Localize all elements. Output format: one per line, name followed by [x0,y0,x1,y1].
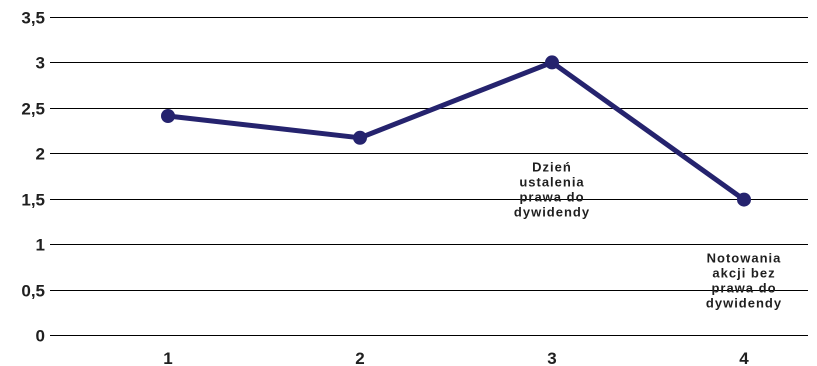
annotation-line: Dzień [532,160,572,175]
y-tick-label: 0 [36,327,45,346]
x-axis-tick-labels: 1 2 3 4 [163,349,749,366]
y-tick-label: 2,5 [21,100,45,119]
data-point [737,192,751,207]
annotation-line: Notowania [707,250,782,265]
y-tick-label: 3 [36,54,45,73]
data-point [545,55,559,70]
y-tick-label: 0,5 [21,282,45,301]
annotation-line: akcji bez [712,265,775,280]
y-tick-label: 1,5 [21,191,45,210]
annotation-line: ustalenia [519,175,584,190]
x-tick-label: 1 [163,349,172,366]
grid-lines [50,17,808,336]
y-axis-tick-labels: 0 0,5 1 1,5 2 2,5 3 3,5 [21,9,45,346]
x-tick-label: 3 [547,349,556,366]
annotation-line: dywidendy [706,295,782,310]
annotation-line: dywidendy [514,205,590,220]
annotation-line: prawa do [519,190,584,205]
x-tick-label: 2 [355,349,364,366]
annotation-line: prawa do [711,280,776,295]
y-tick-label: 3,5 [21,9,45,28]
series-line [165,59,747,203]
data-point [353,130,367,145]
series-group [161,55,751,207]
y-tick-label: 2 [36,145,45,164]
y-tick-label: 1 [36,236,45,255]
x-tick-label: 4 [739,349,749,366]
data-point [161,109,175,123]
